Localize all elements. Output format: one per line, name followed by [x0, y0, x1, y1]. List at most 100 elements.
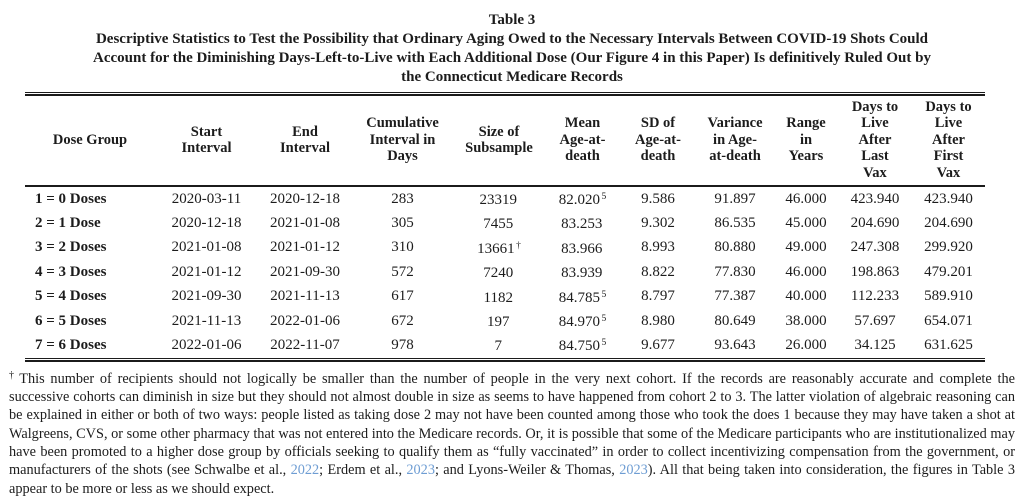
subsample-size-value: 13661: [477, 240, 515, 257]
column-header-variance-age-at-death: Variance in Age- at-death: [696, 96, 774, 188]
cell-days-after-first-vax: 423.940: [924, 190, 973, 207]
cell-days-after-first-vax: 204.690: [924, 214, 973, 231]
cell-range-years: 46.000: [785, 190, 827, 207]
cell-days-after-last-vax: 247.308: [850, 239, 900, 256]
cell-start-interval: 2022-01-06: [171, 336, 242, 353]
cell-dose-group: 4 = 3 Doses: [35, 263, 107, 280]
header-row: Dose Group Start Interval End Interval C…: [25, 96, 985, 188]
table-header: Dose Group Start Interval End Interval C…: [25, 96, 985, 188]
cell-cumulative-days: 978: [391, 336, 414, 353]
five-superscript: 5: [601, 314, 607, 325]
table-row: 1 = 0 Doses 2020-03-11 2020-12-18 283 23…: [25, 186, 985, 211]
cell-start-interval: 2021-11-13: [171, 312, 242, 329]
cell-variance-age-at-death: 91.897: [714, 190, 756, 207]
column-header-subsample-size: Size of Subsample: [453, 96, 545, 188]
cell-variance-age-at-death: 86.535: [714, 214, 756, 231]
cell-end-interval: 2022-11-07: [270, 336, 340, 353]
table-row: 7 = 6 Doses 2022-01-06 2022-11-07 978 7 …: [25, 333, 985, 357]
table-number: Table 3: [488, 12, 536, 28]
cell-start-interval: 2021-09-30: [171, 288, 242, 305]
cell-cumulative-days: 310: [391, 239, 414, 256]
cell-variance-age-at-death: 80.880: [714, 239, 756, 256]
five-superscript: 5: [601, 192, 607, 203]
cell-sd-age-at-death: 9.302: [641, 214, 675, 231]
cell-dose-group: 3 = 2 Doses: [35, 239, 107, 256]
cell-start-interval: 2021-01-08: [171, 239, 242, 256]
subsample-size-value: 7: [494, 338, 503, 355]
table-bottom-rule: [25, 357, 985, 362]
cell-mean-age-at-death: 83.966: [545, 236, 620, 260]
cell-dose-group: 1 = 0 Doses: [35, 190, 107, 207]
cell-mean-age-at-death: 82.020 5: [545, 186, 620, 211]
cell-days-after-first-vax: 631.625: [924, 336, 973, 353]
subsample-size-value: 1182: [483, 289, 513, 306]
table-row: 6 = 5 Doses 2021-11-13 2022-01-06 672 19…: [25, 309, 985, 333]
cell-sd-age-at-death: 8.822: [641, 263, 675, 280]
cell-mean-age-at-death: 84.750 5: [545, 333, 620, 357]
cell-end-interval: 2021-01-08: [270, 214, 340, 231]
subsample-size-value: 23319: [479, 192, 518, 209]
citation-link-schwalbe-2022[interactable]: 2022: [290, 462, 320, 479]
cell-end-interval: 2022-01-06: [270, 312, 340, 329]
cell-days-after-first-vax: 479.201: [924, 263, 973, 280]
cell-variance-age-at-death: 77.387: [714, 288, 756, 305]
cell-variance-age-at-death: 93.643: [714, 336, 756, 353]
cell-cumulative-days: 617: [391, 288, 414, 305]
cell-cumulative-days: 305: [391, 214, 414, 231]
cell-end-interval: 2021-01-12: [270, 239, 340, 256]
cell-dose-group: 5 = 4 Doses: [35, 288, 107, 305]
table-row: 5 = 4 Doses 2021-09-30 2021-11-13 617 11…: [25, 285, 985, 309]
cell-variance-age-at-death: 80.649: [714, 312, 756, 329]
column-header-days-to-live-after-first-vax: Days to Live After First Vax: [912, 96, 985, 188]
cell-range-years: 49.000: [785, 239, 827, 256]
cell-end-interval: 2020-12-18: [270, 190, 340, 207]
cell-start-interval: 2021-01-12: [171, 263, 242, 280]
citation-link-erdem-2023[interactable]: 2023: [406, 462, 435, 479]
cell-sd-age-at-death: 8.980: [641, 312, 675, 329]
table-row: 2 = 1 Dose 2020-12-18 2021-01-08 305 745…: [25, 211, 985, 235]
column-header-range-years: Range in Years: [774, 96, 838, 188]
cell-end-interval: 2021-11-13: [270, 288, 340, 305]
cell-subsample-size: 197: [453, 309, 545, 333]
cell-cumulative-days: 572: [391, 263, 414, 280]
table-row: 3 = 2 Doses 2021-01-08 2021-01-12 310 13…: [25, 236, 985, 260]
cell-mean-age-at-death: 83.939: [545, 260, 620, 284]
dagger-icon: †: [9, 369, 17, 381]
cell-days-after-last-vax: 34.125: [854, 336, 896, 353]
cell-range-years: 26.000: [785, 336, 827, 353]
table-footnote: † This number of recipients should not lo…: [9, 367, 1015, 498]
citation-link-lyons-weiler-thomas-2023[interactable]: 2023: [619, 462, 648, 479]
cell-dose-group: 7 = 6 Doses: [35, 336, 107, 353]
cell-dose-group: 2 = 1 Dose: [35, 214, 101, 231]
cell-days-after-last-vax: 423.940: [850, 190, 900, 207]
cell-sd-age-at-death: 8.797: [641, 288, 675, 305]
mean-age-value: 84.785: [558, 289, 600, 306]
cell-dose-group: 6 = 5 Doses: [35, 312, 107, 329]
cell-sd-age-at-death: 8.993: [641, 239, 675, 256]
footnote-text-1: This number of recipients should not log…: [9, 370, 1015, 479]
table-row: 4 = 3 Doses 2021-01-12 2021-09-30 572 72…: [25, 260, 985, 284]
subsample-size-value: 7240: [483, 265, 514, 282]
cell-subsample-size: 7240: [453, 260, 545, 284]
cell-range-years: 40.000: [785, 288, 827, 305]
cell-subsample-size: 1182: [453, 285, 545, 309]
cell-range-years: 45.000: [785, 214, 827, 231]
descriptive-statistics-table: Dose Group Start Interval End Interval C…: [25, 96, 985, 358]
cell-days-after-first-vax: 589.910: [924, 288, 973, 305]
cell-cumulative-days: 283: [391, 190, 414, 207]
cell-start-interval: 2020-12-18: [171, 214, 242, 231]
mean-age-value: 83.966: [561, 240, 603, 257]
mean-age-value: 83.939: [561, 265, 603, 282]
cell-variance-age-at-death: 77.830: [714, 263, 756, 280]
table-3-container: Dose Group Start Interval End Interval C…: [25, 92, 985, 362]
cell-days-after-last-vax: 204.690: [850, 214, 900, 231]
subsample-size-value: 197: [487, 314, 510, 331]
cell-subsample-size: 7455: [453, 211, 545, 235]
column-header-end-interval: End Interval: [258, 96, 352, 188]
table-title: Descriptive Statistics to Test the Possi…: [93, 31, 931, 85]
footnote-text-3: ; and Lyons-Weiler & Thomas,: [434, 462, 620, 479]
footnote-text-2: ; Erdem et al.,: [319, 462, 407, 479]
cell-sd-age-at-death: 9.677: [641, 336, 675, 353]
cell-range-years: 46.000: [785, 263, 827, 280]
